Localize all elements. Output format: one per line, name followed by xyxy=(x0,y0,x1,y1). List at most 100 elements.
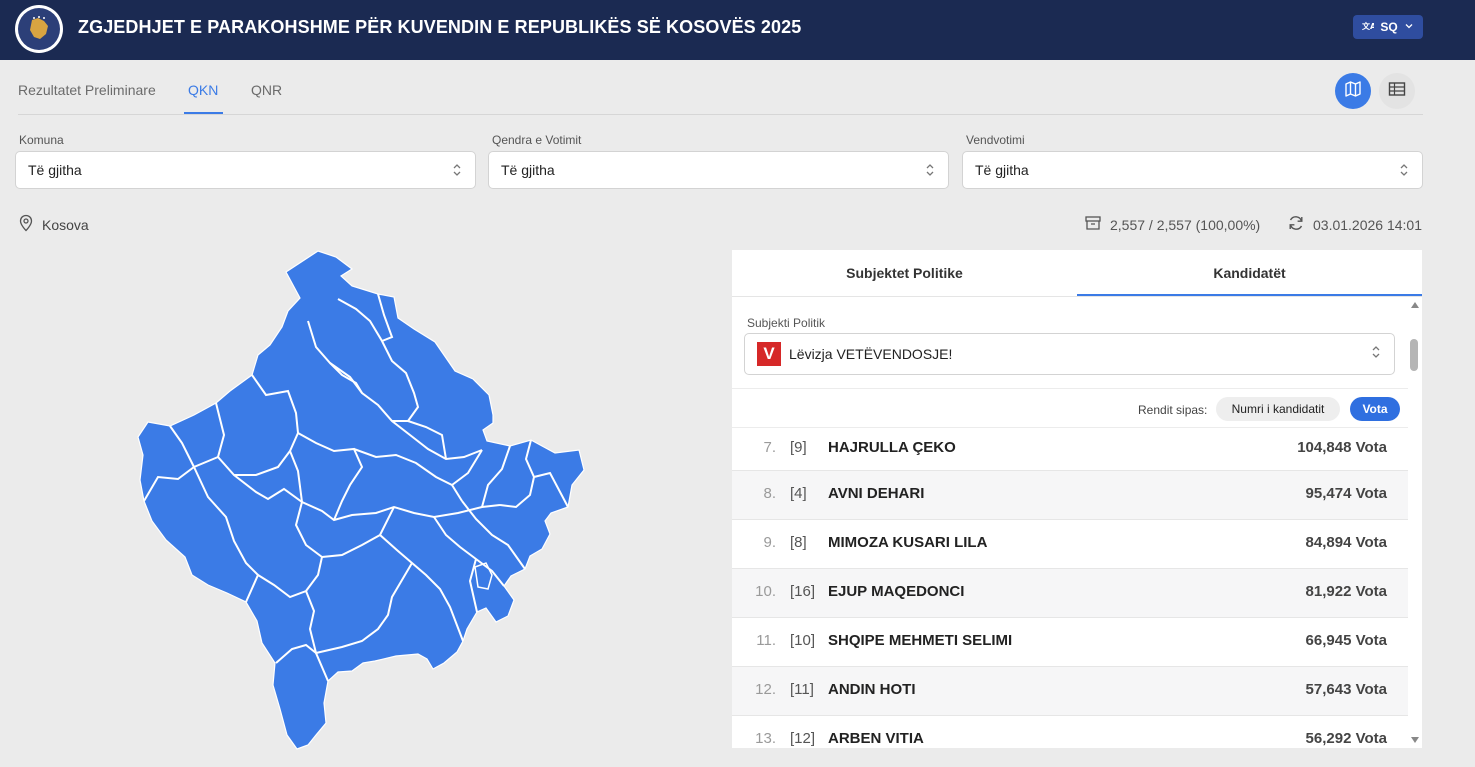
map-border xyxy=(193,466,259,576)
candidate-number: [8] xyxy=(790,534,807,551)
table-row[interactable]: 9. [8] MIMOZA KUSARI LILA 84,894 Vota xyxy=(732,520,1408,569)
map-border xyxy=(297,432,364,521)
map-border xyxy=(169,425,195,468)
map-border xyxy=(461,500,526,570)
vendvotimi-select[interactable]: Të gjitha xyxy=(962,151,1423,189)
komuna-label: Komuna xyxy=(19,133,64,147)
sort-bar: Rendit sipas: Numri i kandidatit Vota xyxy=(732,388,1408,428)
chevron-updown-icon xyxy=(1370,344,1382,363)
candidate-list: 7. [9] HAJRULLA ÇEKO 104,848 Vota 8. [4]… xyxy=(732,428,1408,748)
map-border xyxy=(337,298,420,422)
candidate-number: [11] xyxy=(790,681,814,698)
map-border xyxy=(315,562,413,654)
top-bar: ZGJEDHJET E PARAKOHSHME PËR KUVENDIN E R… xyxy=(0,0,1475,60)
candidate-name: AVNI DEHARI xyxy=(828,485,925,502)
map-border xyxy=(499,471,569,509)
candidate-rank: 8. xyxy=(763,485,776,502)
table-row[interactable]: 7. [9] HAJRULLA ÇEKO 104,848 Vota xyxy=(732,428,1408,471)
candidate-name: SHQIPE MEHMETI SELIMI xyxy=(828,632,1013,649)
map-border xyxy=(524,439,535,478)
candidate-number: [9] xyxy=(790,439,807,456)
party-select[interactable]: V Lëvizja VETËVENDOSJE! xyxy=(744,333,1395,375)
tab-subjektet-politike[interactable]: Subjektet Politike xyxy=(846,265,963,281)
sort-by-votes-button[interactable]: Vota xyxy=(1350,397,1400,421)
map-border xyxy=(451,449,483,486)
candidate-name: MIMOZA KUSARI LILA xyxy=(828,534,988,551)
table-view-button[interactable] xyxy=(1379,73,1415,109)
scrollbar[interactable] xyxy=(1408,297,1422,748)
candidate-number: [10] xyxy=(790,632,816,649)
komuna-value: Të gjitha xyxy=(28,162,82,178)
map-border xyxy=(307,320,483,461)
scroll-down-arrow-icon[interactable] xyxy=(1411,737,1419,743)
table-row[interactable]: 13. [12] ARBEN VITIA 56,292 Vota xyxy=(732,716,1408,748)
map-view-button[interactable] xyxy=(1335,73,1371,109)
location-label: Kosova xyxy=(42,216,89,233)
language-label: SQ xyxy=(1380,20,1398,34)
kosovo-map[interactable] xyxy=(130,245,600,750)
candidate-votes: 104,848 Vota xyxy=(1297,439,1387,456)
location-breadcrumb: Kosova xyxy=(18,214,89,235)
map-border xyxy=(433,516,505,587)
tab-rezultatet-preliminare[interactable]: Rezultatet Preliminare xyxy=(18,82,156,98)
candidate-votes: 95,474 Vota xyxy=(1305,485,1387,502)
svg-text:文A: 文A xyxy=(1362,21,1374,31)
map-border xyxy=(407,420,447,460)
qendra-select[interactable]: Të gjitha xyxy=(488,151,949,189)
map-border xyxy=(379,534,464,642)
map-border xyxy=(377,293,394,342)
panel-tabs: Subjektet Politike Kandidatët xyxy=(732,250,1422,297)
candidate-number: [4] xyxy=(790,485,807,502)
sort-by-number-button[interactable]: Numri i kandidatit xyxy=(1216,397,1340,421)
map-region-kosovo xyxy=(137,250,585,750)
candidate-name: ANDIN HOTI xyxy=(828,681,916,698)
scroll-thumb[interactable] xyxy=(1410,339,1418,371)
chevron-updown-icon xyxy=(451,162,463,181)
vendvotimi-value: Të gjitha xyxy=(975,162,1029,178)
page-title: ZGJEDHJET E PARAKOHSHME PËR KUVENDIN E R… xyxy=(78,17,802,37)
party-logo: V xyxy=(757,342,781,366)
komuna-select[interactable]: Të gjitha xyxy=(15,151,476,189)
map-border xyxy=(481,445,511,508)
counted-stats: 2,557 / 2,557 (100,00%) xyxy=(1084,214,1260,235)
translate-icon: 文A xyxy=(1362,20,1377,35)
map-lake xyxy=(474,562,493,590)
last-updated[interactable]: 03.01.2026 14:01 xyxy=(1287,214,1422,235)
candidate-rank: 7. xyxy=(763,439,776,456)
tab-kandidatet[interactable]: Kandidatët xyxy=(1213,265,1286,281)
table-row[interactable]: 10. [16] EJUP MAQEDONCI 81,922 Vota xyxy=(732,569,1408,618)
map-border xyxy=(329,362,363,394)
tab-qnr[interactable]: QNR xyxy=(251,82,283,98)
candidate-rank: 9. xyxy=(763,534,776,551)
kosovo-emblem-icon[interactable] xyxy=(15,5,63,53)
map-border xyxy=(215,402,501,522)
candidate-rank: 13. xyxy=(755,730,776,747)
table-row[interactable]: 8. [4] AVNI DEHARI 95,474 Vota xyxy=(732,471,1408,520)
language-selector[interactable]: 文A SQ xyxy=(1353,15,1423,39)
scroll-up-arrow-icon[interactable] xyxy=(1411,302,1419,308)
map-border xyxy=(275,643,317,664)
map-border xyxy=(321,506,395,558)
tab-qkn[interactable]: QKN xyxy=(188,82,219,98)
sort-label: Rendit sipas: xyxy=(1138,403,1208,417)
table-row[interactable]: 12. [11] ANDIN HOTI 57,643 Vota xyxy=(732,667,1408,716)
vendvotimi-label: Vendvotimi xyxy=(966,133,1025,147)
map-border xyxy=(245,450,324,603)
candidate-name: HAJRULLA ÇEKO xyxy=(828,439,956,456)
active-tab-indicator xyxy=(1077,294,1422,296)
candidate-name: ARBEN VITIA xyxy=(828,730,924,747)
map-border xyxy=(305,590,329,682)
qendra-label: Qendra e Votimit xyxy=(492,133,582,147)
table-row[interactable]: 11. [10] SHQIPE MEHMETI SELIMI 66,945 Vo… xyxy=(732,618,1408,667)
candidate-number: [16] xyxy=(790,583,816,600)
counted-value: 2,557 / 2,557 (100,00%) xyxy=(1110,216,1261,233)
chevron-updown-icon xyxy=(924,162,936,181)
map-icon xyxy=(1344,80,1362,103)
candidate-votes: 81,922 Vota xyxy=(1305,583,1387,600)
map-border xyxy=(143,456,219,502)
candidate-votes: 56,292 Vota xyxy=(1305,730,1387,747)
updated-timestamp: 03.01.2026 14:01 xyxy=(1313,216,1422,233)
active-tab-indicator xyxy=(184,112,223,114)
archive-box-icon xyxy=(1084,214,1102,235)
candidate-rank: 12. xyxy=(755,681,776,698)
